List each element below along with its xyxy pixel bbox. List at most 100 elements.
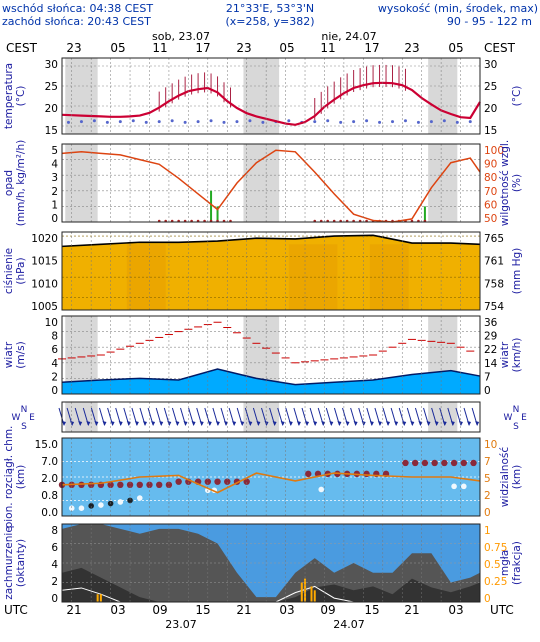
dewpoint-point bbox=[391, 120, 395, 124]
dewpoint-point bbox=[326, 119, 330, 123]
wind-arrow-head bbox=[70, 421, 75, 426]
wind-arrow-head bbox=[102, 421, 107, 426]
y-tick-label: 6 bbox=[51, 542, 58, 554]
cloud-base-dot bbox=[165, 481, 173, 488]
panel-frame bbox=[61, 315, 481, 395]
wind-arrow-head bbox=[369, 421, 374, 426]
axis-title: (km) bbox=[15, 465, 27, 490]
cloud-base-dot bbox=[117, 481, 124, 488]
top-hour-label: 11 bbox=[320, 41, 335, 55]
y-tick-label: 754 bbox=[484, 301, 504, 313]
dewpoint-point bbox=[378, 120, 382, 124]
night-band bbox=[243, 402, 280, 432]
wind-arrow-head bbox=[305, 421, 310, 426]
dewpoint-point bbox=[144, 120, 148, 124]
y-tick-label: 6 bbox=[51, 344, 58, 356]
y-tick-label: 758 bbox=[484, 278, 504, 290]
axis-title: (°C) bbox=[511, 86, 523, 107]
wind-arrow-head bbox=[175, 421, 180, 426]
fog-bar bbox=[96, 594, 99, 602]
wind-arrow-head bbox=[361, 421, 366, 426]
low-cloud-dot bbox=[318, 486, 325, 493]
dewpoint-point bbox=[157, 120, 161, 124]
dewpoint-point bbox=[222, 120, 226, 124]
dewpoint-point bbox=[339, 120, 343, 124]
y-tick-label: 4 bbox=[51, 159, 58, 171]
wind-line bbox=[61, 368, 481, 386]
wind-arrow-head bbox=[458, 421, 463, 426]
dewpoint-point bbox=[261, 120, 265, 124]
cloud-base-dot bbox=[136, 481, 143, 488]
wind-arrow-head bbox=[377, 421, 382, 426]
y-tick-label: 0 bbox=[484, 385, 491, 397]
y-tick-label: 8 bbox=[51, 525, 58, 537]
pressure-shade bbox=[288, 244, 338, 310]
low-cloud-dot bbox=[136, 495, 143, 501]
dewpoint-point bbox=[105, 120, 109, 124]
dewpoint-point bbox=[352, 120, 356, 124]
altitude-values: 90 - 95 - 122 m bbox=[446, 15, 532, 28]
cloud-base-dot bbox=[107, 481, 114, 488]
y-tick-label: 20 bbox=[484, 103, 497, 115]
wind-arrow-head bbox=[288, 421, 293, 426]
night-band bbox=[428, 144, 458, 222]
bottom-hour-label: 09 bbox=[320, 603, 335, 617]
y-tick-label: 60 bbox=[484, 199, 497, 211]
y-tick-label: 7 bbox=[484, 371, 491, 383]
axis-title: (mm Hg) bbox=[511, 248, 523, 295]
top-tz-label: CEST bbox=[484, 41, 516, 55]
cloud-base-dot bbox=[421, 459, 429, 467]
y-tick-label: 761 bbox=[484, 256, 504, 268]
top-hour-label: 17 bbox=[364, 41, 379, 55]
axis-title: (km) bbox=[511, 465, 523, 490]
night-band bbox=[65, 144, 98, 222]
bottom-day-label: 23.07 bbox=[165, 618, 197, 631]
bottom-hour-label: 03 bbox=[279, 603, 294, 617]
wind-arrow-head bbox=[434, 421, 439, 426]
axis-title: wilgotność wzgl. bbox=[499, 140, 511, 226]
y-tick-label: 15 bbox=[484, 125, 497, 137]
wind-arrow-head bbox=[62, 421, 66, 426]
cloud-base-dot bbox=[450, 459, 458, 467]
low-cloud-dot bbox=[98, 502, 104, 508]
y-tick-label: 100 bbox=[484, 145, 504, 157]
wind-arrow-head bbox=[345, 421, 350, 426]
low-cloud-dot bbox=[68, 505, 75, 512]
night-band bbox=[65, 402, 98, 432]
precip-bar bbox=[216, 206, 219, 222]
dewpoint-point bbox=[79, 120, 83, 124]
wind-arrow-head bbox=[337, 421, 342, 426]
y-tick-label: 36 bbox=[484, 317, 498, 329]
fog-bar bbox=[313, 590, 316, 602]
compass-label: N bbox=[513, 405, 520, 415]
y-tick-label: 0 bbox=[51, 385, 58, 397]
wind-arrow-head bbox=[264, 421, 269, 426]
sunset-text: zachód słońca: 20:43 CEST bbox=[2, 15, 151, 28]
y-tick-label: 1015 bbox=[31, 256, 58, 268]
compass-label: N bbox=[21, 405, 28, 415]
wind-arrow-head bbox=[207, 421, 212, 426]
humidity-line bbox=[61, 149, 481, 223]
wind-arrow-head bbox=[191, 421, 196, 426]
axis-title: (mm/h, kg/m²/h) bbox=[15, 140, 27, 226]
bottom-day-label: 24.07 bbox=[333, 618, 365, 631]
y-tick-label: 3 bbox=[51, 172, 58, 184]
wind-arrow-head bbox=[151, 421, 156, 426]
wind-arrow-head bbox=[167, 421, 172, 426]
wind-arrow-head bbox=[296, 421, 301, 426]
low-cloud-dot bbox=[117, 499, 124, 505]
compass-label: W bbox=[504, 413, 513, 423]
compass-label: S bbox=[21, 422, 27, 432]
bottom-hour-label: 21 bbox=[404, 603, 419, 617]
wind-arrow-head bbox=[134, 421, 139, 426]
precip-bar bbox=[210, 190, 213, 222]
y-tick-label: 2 bbox=[51, 576, 58, 588]
y-tick-label: 4 bbox=[51, 358, 58, 370]
dewpoint-point bbox=[66, 120, 70, 124]
bottom-hour-label: 15 bbox=[364, 603, 379, 617]
axis-title: (km/h) bbox=[511, 338, 523, 373]
wind-arrow-head bbox=[78, 421, 83, 426]
y-tick-label: 0.25 bbox=[484, 576, 507, 588]
y-tick-label: 1 bbox=[51, 199, 58, 211]
